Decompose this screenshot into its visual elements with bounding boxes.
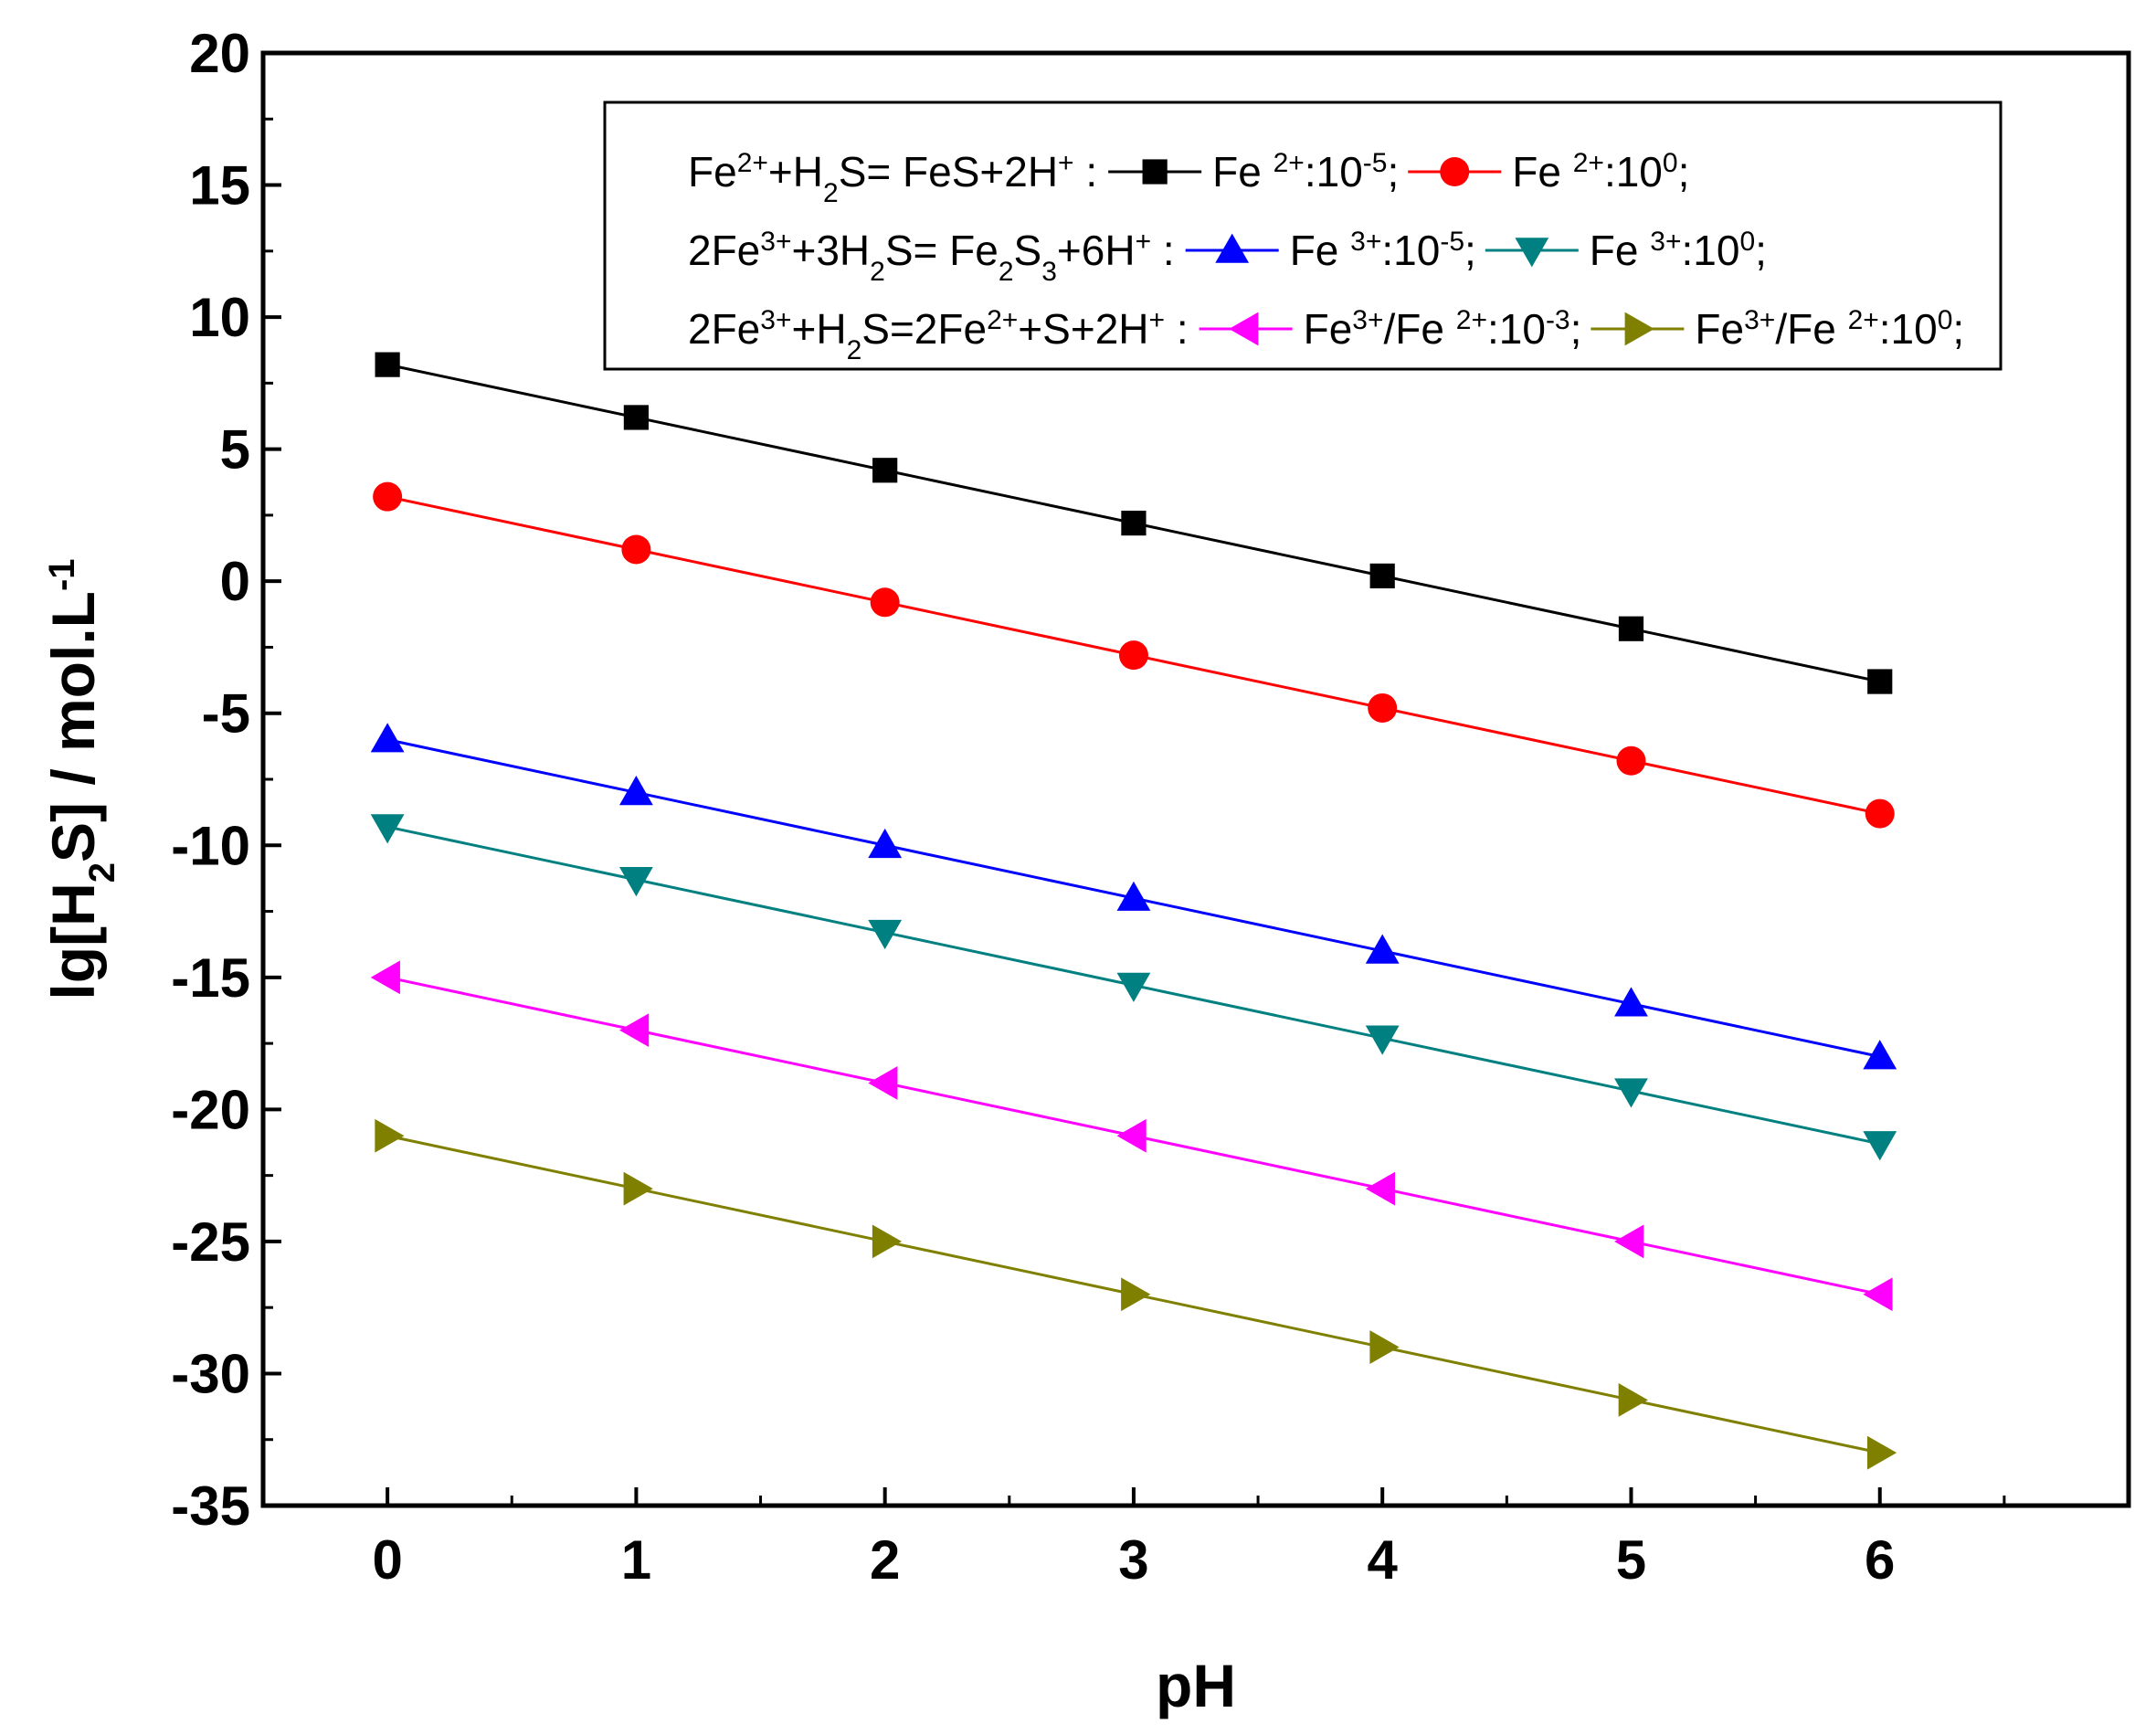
- data-point-s5-2: [872, 1224, 903, 1259]
- data-point-s2-0: [370, 723, 405, 753]
- legend-box: [603, 100, 2003, 371]
- y-tick-label: 5: [220, 419, 250, 481]
- legend-reaction-2: 2Fe3++H2S=2Fe2++S+2H+ :: [688, 305, 1189, 365]
- x-tick-label: 6: [1865, 1529, 1895, 1591]
- data-point-s0-2: [872, 458, 898, 483]
- data-point-s4-3: [1116, 1118, 1147, 1153]
- data-point-s4-4: [1365, 1171, 1395, 1206]
- x-tick-label: 1: [621, 1529, 651, 1591]
- data-point-s3-1: [619, 867, 653, 897]
- y-tick-label: -5: [202, 683, 250, 745]
- data-point-s5-3: [1121, 1277, 1151, 1312]
- data-point-s1-6: [1865, 798, 1895, 829]
- data-point-s2-6: [1863, 1040, 1897, 1070]
- data-point-s2-3: [1116, 881, 1151, 911]
- legend-marker-0: [1142, 159, 1168, 185]
- y-tick-label: 20: [189, 23, 250, 84]
- legend-marker-2: [1215, 233, 1250, 263]
- legend-marker-4: [1229, 312, 1259, 346]
- y-tick-label: 0: [220, 551, 250, 612]
- data-point-s3-2: [868, 919, 903, 950]
- data-point-s5-5: [1618, 1382, 1648, 1417]
- x-axis-title: pH: [1156, 1652, 1236, 1719]
- data-point-s1-4: [1368, 693, 1398, 723]
- x-tick-label: 3: [1118, 1529, 1148, 1591]
- x-tick-label: 5: [1616, 1529, 1646, 1591]
- data-point-s3-5: [1614, 1078, 1648, 1108]
- data-point-s2-2: [868, 828, 903, 859]
- data-point-s4-5: [1614, 1224, 1644, 1259]
- data-point-s1-3: [1118, 640, 1148, 671]
- data-point-s3-3: [1116, 972, 1151, 1002]
- data-point-s2-5: [1614, 987, 1648, 1017]
- data-point-s5-4: [1369, 1330, 1400, 1364]
- data-point-s5-0: [375, 1118, 405, 1153]
- x-tick-label: 2: [870, 1529, 900, 1591]
- y-tick-label: -10: [171, 815, 250, 876]
- data-point-s2-1: [619, 776, 653, 806]
- legend-marker-5: [1624, 312, 1654, 346]
- y-tick-label: -35: [171, 1475, 250, 1537]
- y-tick-label: 15: [189, 155, 250, 217]
- data-point-s5-1: [623, 1171, 653, 1206]
- y-tick-label: -20: [171, 1079, 250, 1140]
- x-tick-label: 4: [1368, 1529, 1399, 1591]
- y-axis-title: lg[H2S] / mol.L-1: [39, 558, 122, 999]
- y-tick-label: 10: [189, 287, 250, 348]
- data-point-s1-1: [621, 534, 651, 565]
- data-point-s0-0: [375, 352, 400, 377]
- y-tick-label: -30: [171, 1343, 250, 1404]
- data-point-s4-2: [868, 1066, 898, 1100]
- data-point-s3-4: [1365, 1025, 1400, 1055]
- data-point-s4-1: [619, 1013, 650, 1048]
- data-point-s3-6: [1863, 1131, 1897, 1161]
- legend-marker-3: [1515, 238, 1549, 268]
- data-point-s3-0: [370, 814, 405, 844]
- legend-reaction-1: 2Fe3++3H2S= Fe2S3+6H+ :: [688, 227, 1175, 287]
- data-point-s0-6: [1867, 669, 1893, 694]
- data-point-s5-6: [1866, 1435, 1897, 1470]
- data-point-s0-4: [1369, 563, 1395, 588]
- data-point-s4-0: [370, 960, 400, 995]
- x-tick-label: 0: [372, 1529, 402, 1591]
- data-point-s1-2: [870, 587, 900, 618]
- y-tick-label: -15: [171, 947, 250, 1009]
- data-point-s1-0: [373, 481, 403, 512]
- data-point-s0-5: [1618, 616, 1644, 641]
- legend-label-1: Fe 2+:100;: [1512, 148, 1689, 196]
- data-point-s1-5: [1616, 745, 1646, 776]
- legend-label-2: Fe 3+:10-5;: [1290, 227, 1476, 275]
- data-point-s4-6: [1863, 1277, 1893, 1312]
- legend-marker-1: [1440, 157, 1470, 186]
- legend-label-4: Fe3+/Fe 2+:10-3;: [1304, 305, 1582, 354]
- data-point-s0-3: [1121, 510, 1147, 536]
- legend-label-0: Fe 2+:10-5;: [1212, 148, 1399, 196]
- y-axis-title-group: lg[H2S] / mol.L-1: [39, 558, 122, 999]
- y-tick-label: -25: [171, 1211, 250, 1273]
- data-point-s2-4: [1365, 934, 1400, 964]
- legend-label-5: Fe3+/Fe 2+:100;: [1695, 305, 1964, 354]
- data-point-s0-1: [623, 405, 649, 430]
- legend-label-3: Fe 3+:100;: [1590, 227, 1767, 275]
- legend-reaction-0: Fe2++H2S= FeS+2H+ :: [688, 148, 1097, 208]
